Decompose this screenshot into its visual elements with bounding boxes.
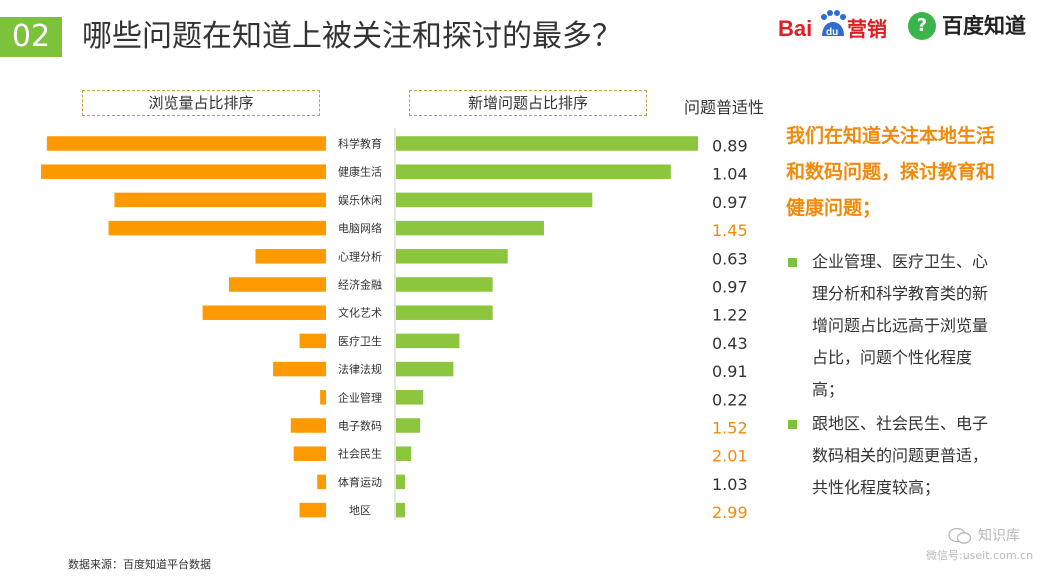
- popularity-value: 1.45: [712, 221, 748, 240]
- finding-text: 企业管理、医疗卫生、心理分析和科学教育类的新增问题占比远高于浏览量占比，问题个性…: [812, 252, 989, 399]
- bar-new-question-share: [396, 249, 508, 264]
- page-title: 哪些问题在知道上被关注和探讨的最多？: [82, 19, 622, 54]
- watermark-name: 知识库: [978, 528, 1020, 544]
- bar-browse-share: [317, 474, 326, 490]
- bullet-square-icon: [788, 420, 797, 429]
- bar-browse-share: [46, 136, 327, 151]
- popularity-value: 1.52: [712, 419, 748, 438]
- bar-new-question-share: [396, 418, 421, 433]
- popularity-value: 0.97: [712, 278, 748, 297]
- bar-browse-share: [299, 333, 326, 349]
- bar-new-question-share: [396, 361, 454, 377]
- bar-browse-share: [293, 446, 326, 461]
- category-label: 医疗卫生: [338, 334, 382, 348]
- bar-new-question-share: [396, 164, 671, 179]
- new-question-share-heading: 新增问题占比排序: [409, 90, 647, 116]
- baidu-marketing-logo: Bai du 营销: [778, 10, 887, 41]
- bar-browse-share: [114, 192, 326, 208]
- bar-browse-share: [299, 502, 326, 518]
- popularity-value: 0.91: [712, 362, 748, 381]
- svg-text:营销: 营销: [847, 17, 887, 41]
- bar-browse-share: [229, 277, 326, 292]
- butterfly-bar-chart: 科学教育 0.89 健康生活 1.04 娱乐休闲 0.97 电脑网络 1.45 心理分析 0.63…: [41, 128, 748, 520]
- data-source-note: 数据来源：百度知道平台数据: [68, 558, 211, 571]
- svg-text:du: du: [826, 27, 838, 38]
- popularity-value: 0.89: [712, 137, 748, 156]
- bar-new-question-share: [396, 446, 412, 461]
- bar-new-question-share: [396, 305, 493, 320]
- key-finding-headline: 我们在知道关注本地生活和数码问题，探讨教育和健康问题；: [786, 125, 996, 219]
- bar-browse-share: [41, 164, 326, 179]
- bar-new-question-share: [396, 192, 593, 208]
- category-label: 电子数码: [338, 420, 382, 433]
- category-label: 健康生活: [338, 165, 382, 179]
- category-label: 法律法规: [338, 362, 382, 376]
- list-item: 企业管理、医疗卫生、心理分析和科学教育类的新增问题占比远高于浏览量占比，问题个性…: [786, 246, 998, 406]
- bullet-square-icon: [788, 258, 797, 267]
- bar-new-question-share: [396, 220, 544, 236]
- popularity-value: 2.01: [712, 447, 748, 466]
- bar-new-question-share: [396, 502, 406, 518]
- category-label: 心理分析: [338, 249, 382, 263]
- popularity-value: 0.22: [712, 390, 748, 409]
- bar-browse-share: [108, 220, 326, 236]
- baidu-zhidao-logo: ? 百度知道: [908, 10, 1034, 46]
- bar-browse-share: [273, 361, 326, 377]
- bar-browse-share: [320, 390, 326, 405]
- zhidao-logo-text: 百度知道: [942, 14, 1026, 38]
- watermark-id: 微信号:useit.com.cn: [926, 549, 1034, 562]
- category-label: 体育运动: [338, 475, 382, 489]
- bar-new-question-share: [396, 277, 493, 292]
- bar-browse-share: [290, 418, 326, 433]
- question-mark-icon: ?: [908, 12, 936, 40]
- category-label: 电脑网络: [338, 221, 382, 235]
- category-label: 娱乐休闲: [338, 193, 382, 207]
- popularity-value: 1.04: [712, 165, 748, 184]
- popularity-value: 0.63: [712, 249, 748, 268]
- findings-list: 企业管理、医疗卫生、心理分析和科学教育类的新增问题占比远高于浏览量占比，问题个性…: [786, 246, 998, 506]
- bar-new-question-share: [396, 390, 424, 405]
- list-item: 跟地区、社会民生、电子数码相关的问题更普适，共性化程度较高；: [786, 408, 998, 504]
- popularity-value: 2.99: [712, 503, 748, 520]
- popularity-value: 0.43: [712, 334, 748, 353]
- bar-browse-share: [255, 249, 326, 264]
- wechat-icon: [948, 527, 972, 544]
- bar-new-question-share: [396, 136, 698, 151]
- popularity-value: 1.22: [712, 306, 748, 325]
- popularity-value: 0.97: [712, 193, 748, 212]
- svg-text:Bai: Bai: [778, 16, 812, 41]
- bar-new-question-share: [396, 474, 406, 490]
- category-label: 企业管理: [338, 390, 382, 404]
- bar-new-question-share: [396, 333, 460, 349]
- popularity-column-heading: 问题普适性: [684, 98, 765, 117]
- bar-browse-share: [202, 305, 326, 320]
- category-label: 地区: [349, 504, 371, 517]
- category-label: 社会民生: [338, 447, 382, 461]
- browse-share-heading: 浏览量占比排序: [82, 90, 320, 116]
- category-label: 科学教育: [338, 137, 382, 151]
- popularity-value: 1.03: [712, 475, 748, 494]
- slide-number: 02: [0, 17, 62, 57]
- category-label: 文化艺术: [338, 306, 382, 320]
- watermark: 知识库 微信号:useit.com.cn: [926, 527, 1038, 567]
- finding-text: 跟地区、社会民生、电子数码相关的问题更普适，共性化程度较高；: [812, 414, 989, 497]
- category-label: 经济金融: [338, 278, 382, 292]
